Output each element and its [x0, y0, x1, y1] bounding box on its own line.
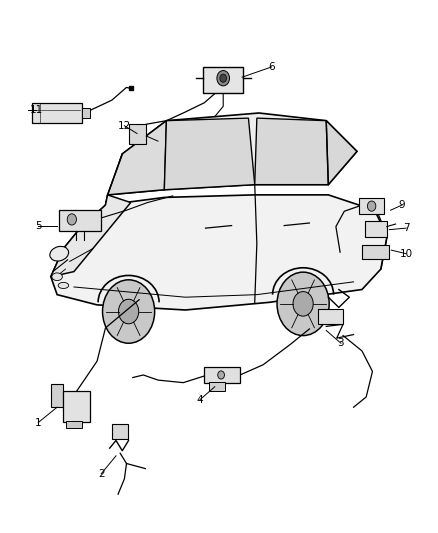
Ellipse shape — [52, 273, 62, 280]
FancyBboxPatch shape — [359, 198, 384, 214]
FancyBboxPatch shape — [209, 382, 225, 391]
Polygon shape — [108, 120, 166, 195]
Circle shape — [220, 74, 226, 82]
Text: 9: 9 — [399, 200, 405, 210]
Circle shape — [277, 272, 329, 336]
FancyBboxPatch shape — [59, 210, 101, 231]
FancyBboxPatch shape — [63, 391, 90, 422]
Text: 3: 3 — [338, 338, 344, 348]
Polygon shape — [164, 118, 255, 190]
Circle shape — [119, 299, 139, 324]
Polygon shape — [106, 113, 357, 205]
FancyBboxPatch shape — [204, 367, 240, 383]
FancyBboxPatch shape — [318, 309, 343, 324]
Text: 6: 6 — [268, 62, 275, 72]
Circle shape — [217, 70, 230, 86]
FancyBboxPatch shape — [66, 421, 82, 427]
Text: 4: 4 — [197, 394, 203, 405]
Circle shape — [293, 292, 313, 316]
Text: 5: 5 — [35, 221, 42, 231]
FancyBboxPatch shape — [362, 245, 389, 260]
Circle shape — [218, 371, 224, 379]
Text: 10: 10 — [399, 249, 413, 259]
Polygon shape — [307, 120, 357, 184]
FancyBboxPatch shape — [82, 108, 90, 118]
Polygon shape — [51, 195, 387, 310]
Text: 11: 11 — [29, 106, 43, 116]
Circle shape — [67, 214, 77, 225]
FancyBboxPatch shape — [51, 384, 63, 407]
FancyBboxPatch shape — [365, 221, 387, 237]
Text: 1: 1 — [35, 417, 42, 427]
Polygon shape — [51, 195, 131, 277]
Circle shape — [367, 201, 376, 211]
Ellipse shape — [58, 282, 69, 288]
FancyBboxPatch shape — [112, 424, 128, 439]
Polygon shape — [255, 118, 328, 184]
Ellipse shape — [50, 246, 69, 261]
FancyBboxPatch shape — [32, 103, 82, 123]
Text: 12: 12 — [118, 121, 131, 131]
FancyBboxPatch shape — [130, 124, 146, 144]
FancyBboxPatch shape — [203, 67, 244, 93]
Text: 2: 2 — [98, 469, 105, 479]
Text: 7: 7 — [403, 223, 410, 233]
Circle shape — [102, 280, 155, 343]
